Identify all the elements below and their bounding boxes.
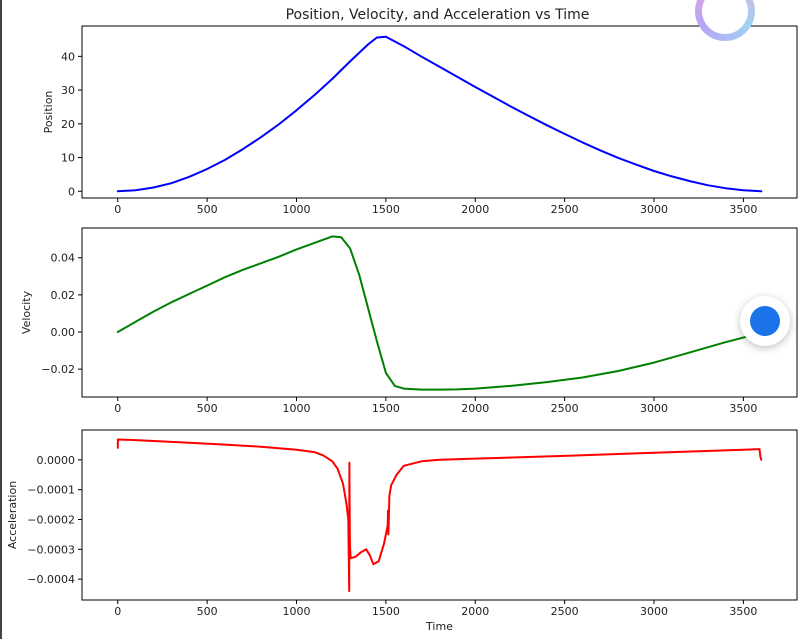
x-tick-label: 500 [197,203,218,216]
x-tick-label: 2500 [551,402,579,415]
series-line-2 [116,235,763,391]
y-tick-label: −0.0004 [27,573,75,586]
series-line-3 [116,438,763,593]
plot-frame-1 [81,25,798,199]
y-axis-label: Position [42,91,55,134]
x-tick-label: 2000 [461,402,489,415]
x-tick-label: 2500 [551,203,579,216]
x-tick-label: 0 [114,605,121,618]
x-tick-label: 1000 [283,203,311,216]
y-tick-label: 40 [61,50,75,63]
plot-frame-2 [81,227,798,398]
y-tick-label: −0.02 [41,363,75,376]
x-tick-label: 3000 [640,203,668,216]
x-tick-label: 0 [114,402,121,415]
chat-bubble-icon[interactable] [740,296,790,346]
y-tick-label: 0.02 [51,289,76,302]
x-tick-label: 500 [197,402,218,415]
x-tick-label: 1500 [372,605,400,618]
x-tick-label: 2500 [551,605,579,618]
x-tick-label: 1500 [372,203,400,216]
y-tick-label: 10 [61,152,75,165]
y-tick-label: −0.0003 [27,543,75,556]
x-axis-label: Time [425,620,453,633]
x-tick-label: 3500 [729,402,757,415]
y-axis-label: Acceleration [6,481,19,549]
assistant-app-icon-center [702,0,748,34]
y-tick-label: 0 [68,185,75,198]
x-tick-label: 1500 [372,402,400,415]
y-tick-label: 0.0000 [37,454,76,467]
window-edge [0,0,2,639]
x-tick-label: 3000 [640,402,668,415]
y-tick-label: 0.04 [51,252,76,265]
x-tick-label: 500 [197,605,218,618]
x-tick-label: 3000 [640,605,668,618]
plot-frame-3 [81,429,798,601]
x-tick-label: 3500 [729,203,757,216]
x-tick-label: 0 [114,203,121,216]
y-tick-label: 30 [61,84,75,97]
y-tick-label: 0.00 [51,326,76,339]
x-tick-label: 3500 [729,605,757,618]
x-tick-label: 1000 [283,402,311,415]
series-line-1 [116,35,763,193]
x-tick-label: 2000 [461,605,489,618]
x-tick-label: 2000 [461,203,489,216]
y-tick-label: 20 [61,118,75,131]
y-axis-label: Velocity [20,290,33,334]
chart-title: Position, Velocity, and Acceleration vs … [286,7,590,23]
x-tick-label: 1000 [283,605,311,618]
chat-bubble-icon-center [750,306,780,336]
y-tick-label: −0.0002 [27,513,75,526]
y-tick-label: −0.0001 [27,484,75,497]
